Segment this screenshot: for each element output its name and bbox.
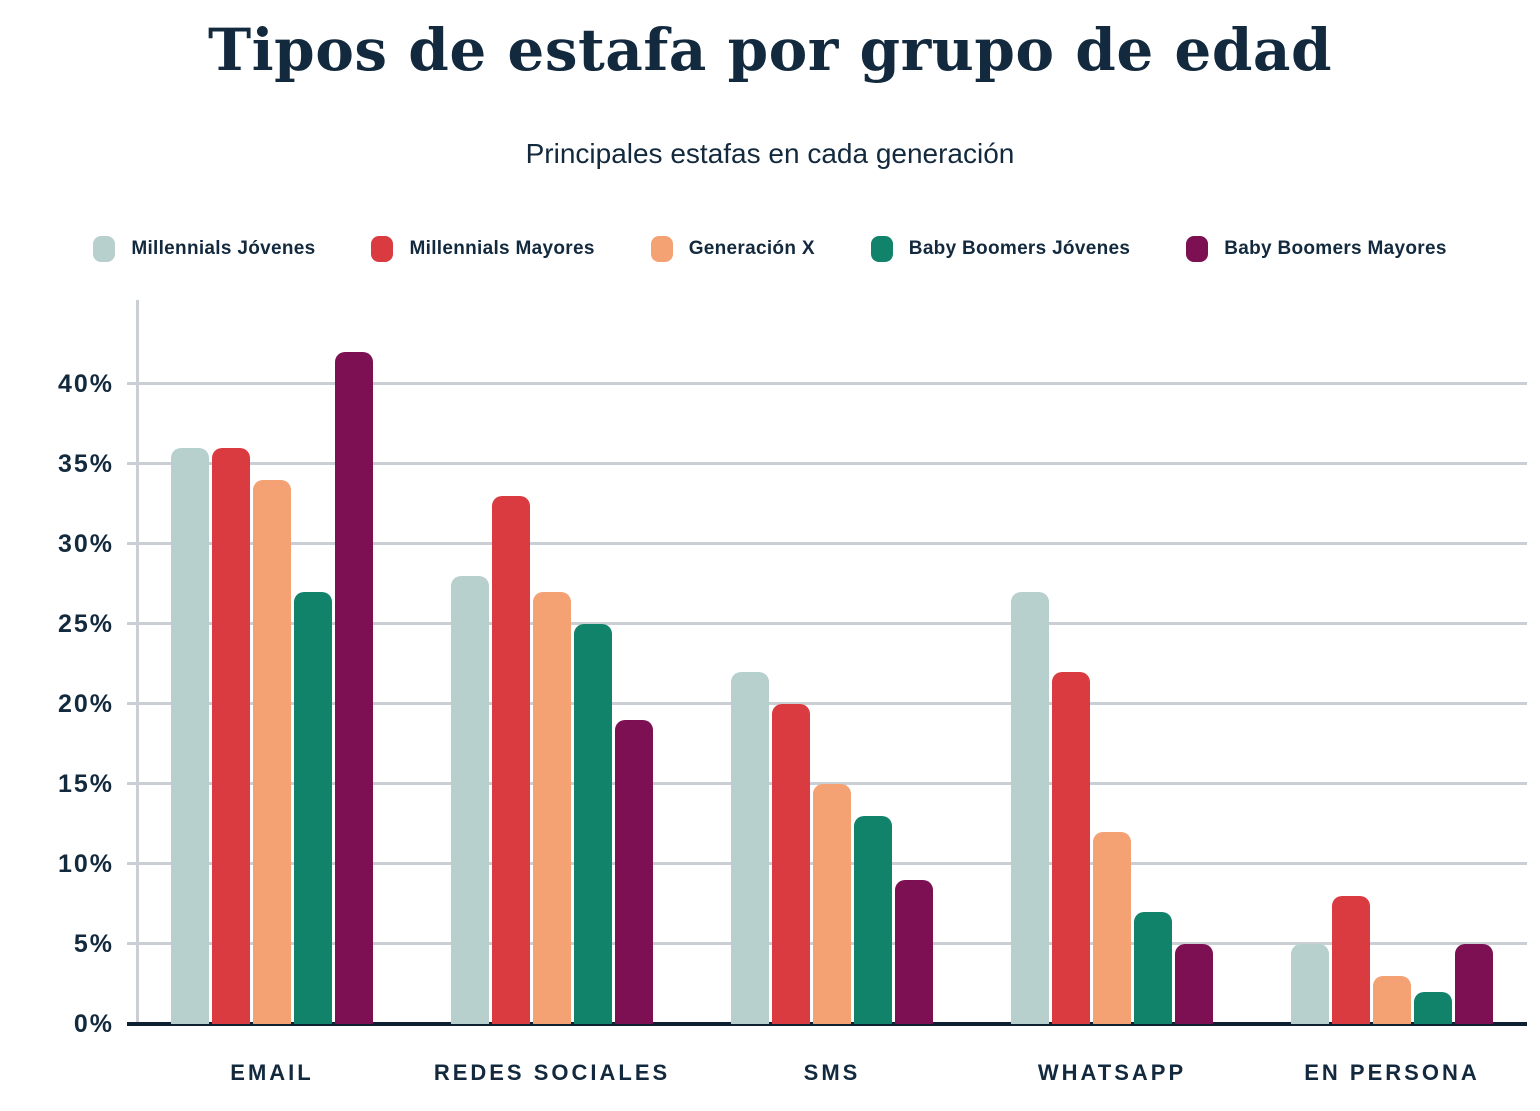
bar-redes-sociales-baby-boomers-mayores (615, 720, 653, 1024)
bar-sms-baby-boomers-mayores (895, 880, 933, 1024)
y-axis-label-25: 25% (57, 610, 114, 638)
bar-whatsapp-millennials-mayores (1052, 672, 1090, 1024)
gridline-40 (137, 382, 1527, 385)
bar-whatsapp-baby-boomers-jóvenes (1134, 912, 1172, 1024)
bar-en-persona-generación-x (1373, 976, 1411, 1024)
bar-sms-millennials-mayores (772, 704, 810, 1024)
y-axis-label-10: 10% (57, 850, 114, 878)
x-axis-label-redes-sociales: REDES SOCIALES (433, 1060, 671, 1085)
y-axis-label-5: 5% (73, 930, 114, 958)
legend-item-baby-boomers-mayores: Baby Boomers Mayores (1186, 236, 1446, 262)
bar-whatsapp-millennials-jóvenes (1011, 592, 1049, 1024)
y-axis-label-35: 35% (57, 450, 114, 478)
bar-email-millennials-mayores (212, 448, 250, 1024)
legend-swatch (1186, 236, 1209, 262)
bar-redes-sociales-generación-x (533, 592, 571, 1024)
legend-item-baby-boomers-jóvenes: Baby Boomers Jóvenes (870, 236, 1131, 262)
legend-item-millennials-mayores: Millennials Mayores (371, 236, 594, 262)
gridline-30 (137, 542, 1527, 545)
legend-swatch (650, 236, 673, 262)
x-axis-label-en-persona: EN PERSONA (1304, 1060, 1480, 1085)
plot-area: EMAIL REDES SOCIALES SMS WHATSAPP EN PERSONA (127, 300, 1527, 1085)
y-axis-tick-40 (127, 382, 137, 385)
gridline-35 (137, 462, 1527, 465)
gridline-20 (137, 702, 1527, 705)
bar-redes-sociales-baby-boomers-jóvenes (574, 624, 612, 1024)
bar-en-persona-millennials-jóvenes (1291, 944, 1329, 1024)
bar-group-sms: SMS (731, 300, 933, 1085)
bar-sms-baby-boomers-jóvenes (854, 816, 892, 1024)
bar-en-persona-baby-boomers-mayores (1455, 944, 1493, 1024)
bar-redes-sociales-millennials-mayores (492, 496, 530, 1024)
y-axis-tick-25 (127, 622, 137, 625)
bar-en-persona-baby-boomers-jóvenes (1414, 992, 1452, 1024)
bar-group-email: EMAIL (171, 300, 373, 1085)
y-axis-tick-5 (127, 942, 137, 945)
legend-label: Millennials Mayores (409, 238, 595, 259)
bar-group-redes-sociales: REDES SOCIALES (434, 300, 667, 1085)
bar-sms-generación-x (813, 784, 851, 1024)
x-axis-label-email: EMAIL (230, 1060, 314, 1085)
x-axis-label-whatsapp: WHATSAPP (1037, 1060, 1187, 1085)
legend-label: Generación X (688, 238, 815, 259)
y-axis-tick-20 (127, 702, 137, 705)
legend-swatch (371, 236, 394, 262)
y-axis-label-30: 30% (57, 530, 114, 558)
y-axis-tick-30 (127, 542, 137, 545)
bar-email-millennials-jóvenes (171, 448, 209, 1024)
y-axis-line (136, 300, 139, 1024)
legend-label: Millennials Jóvenes (131, 238, 316, 259)
legend-label: Baby Boomers Mayores (1224, 238, 1447, 259)
x-axis-line (127, 1022, 1527, 1026)
x-axis-label-sms: SMS (803, 1060, 861, 1085)
y-axis-label-15: 15% (57, 770, 114, 798)
bar-redes-sociales-millennials-jóvenes (451, 576, 489, 1024)
legend-label: Baby Boomers Jóvenes (908, 238, 1131, 259)
bar-en-persona-millennials-mayores (1332, 896, 1370, 1024)
bar-whatsapp-generación-x (1093, 832, 1131, 1024)
y-axis-tick-35 (127, 462, 137, 465)
bar-email-baby-boomers-mayores (335, 352, 373, 1024)
legend: Millennials Jóvenes Millennials Mayores Ge… (0, 236, 1540, 262)
bar-group-en-persona: EN PERSONA (1291, 300, 1493, 1085)
legend-swatch (870, 236, 893, 262)
y-axis-tick-15 (127, 782, 137, 785)
bar-whatsapp-baby-boomers-mayores (1175, 944, 1213, 1024)
bar-email-baby-boomers-jóvenes (294, 592, 332, 1024)
y-axis-label-0: 0% (73, 1010, 114, 1038)
bar-group-whatsapp: WHATSAPP (1011, 300, 1213, 1085)
gridline-25 (137, 622, 1527, 625)
legend-swatch (93, 236, 116, 262)
chart-title: Tipos de estafa por grupo de edad (207, 16, 1333, 84)
legend-item-generación-x: Generación X (650, 236, 815, 262)
bar-email-generación-x (253, 480, 291, 1024)
y-axis-tick-10 (127, 862, 137, 865)
bar-sms-millennials-jóvenes (731, 672, 769, 1024)
chart-subtitle: Principales estafas en cada generación (525, 138, 1015, 169)
y-axis-label-40: 40% (57, 370, 114, 398)
gridline-15 (137, 782, 1527, 785)
legend-item-millennials-jóvenes: Millennials Jóvenes (93, 236, 315, 262)
y-axis-labels: 0% 5% 10% 15% 20% 25% 30% 35% 40% (0, 300, 114, 1038)
y-axis-label-20: 20% (57, 690, 114, 718)
